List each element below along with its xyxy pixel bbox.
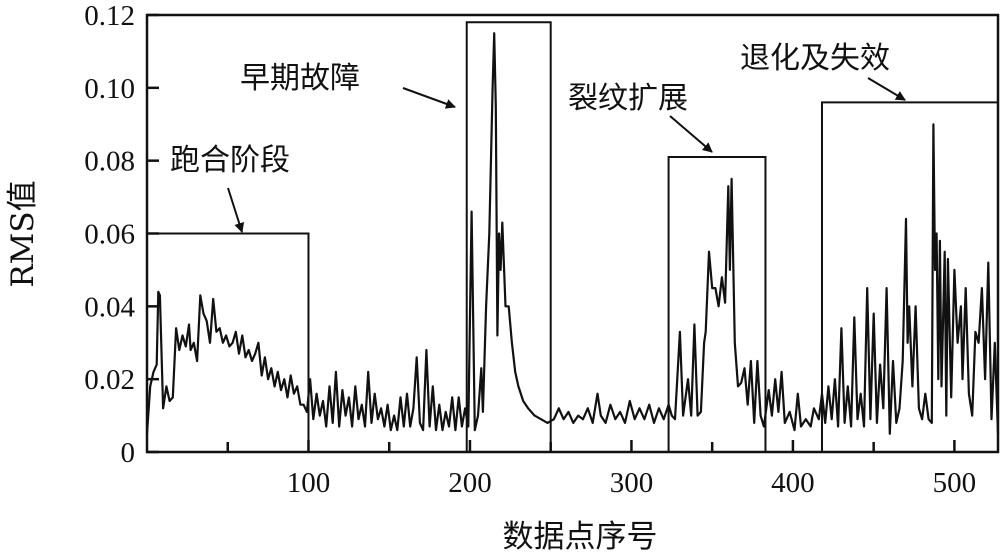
arrow-icon <box>227 187 245 233</box>
arrow-icon <box>867 77 906 101</box>
region-box <box>667 156 767 452</box>
region-label: 跑合阶段 <box>170 143 290 178</box>
y-tick-label: 0.08 <box>84 146 135 178</box>
x-axis-label: 数据点序号 <box>503 519 658 555</box>
region-box <box>465 21 552 452</box>
y-tick-label: 0.10 <box>84 73 135 105</box>
rms-series-line <box>145 32 1000 435</box>
region-label: 裂纹扩展 <box>568 81 688 116</box>
x-tick-label: 100 <box>287 467 331 499</box>
y-tick-label: 0 <box>121 437 136 469</box>
y-tick-label: 0.12 <box>84 0 135 32</box>
x-tick-label: 200 <box>448 467 492 499</box>
region-label: 早期故障 <box>240 61 360 96</box>
y-tick-label: 0.06 <box>84 219 135 251</box>
x-tick-label: 300 <box>610 467 654 499</box>
arrow-icon <box>402 87 456 109</box>
x-tick-label: 400 <box>771 467 815 499</box>
x-tick-label: 500 <box>933 467 977 499</box>
region-label: 退化及失效 <box>740 41 890 76</box>
y-tick-label: 0.02 <box>84 364 135 396</box>
y-axis-label: RMS值 <box>5 180 41 287</box>
y-tick-label: 0.04 <box>84 291 135 323</box>
arrow-icon <box>669 115 713 153</box>
